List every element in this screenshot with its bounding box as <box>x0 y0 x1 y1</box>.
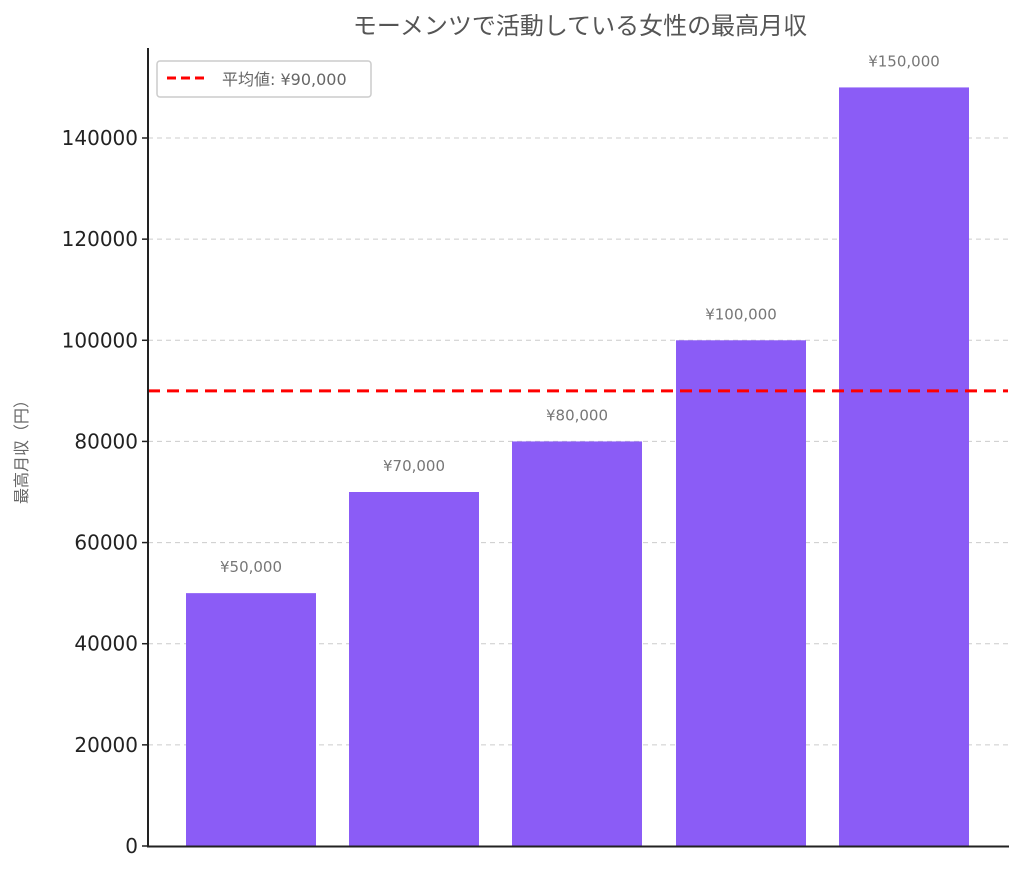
y-tick-label: 140000 <box>62 126 138 150</box>
y-tick-label: 20000 <box>74 733 138 757</box>
legend-box <box>156 60 372 98</box>
y-tick-label: 80000 <box>74 429 138 453</box>
legend: 平均値: ¥90,000 <box>156 60 372 98</box>
y-tick-label: 100000 <box>62 328 138 352</box>
bar-value-label: ¥150,000 <box>868 52 940 70</box>
y-tick-label: 120000 <box>62 227 138 251</box>
bar <box>186 593 316 846</box>
bar-value-label: ¥50,000 <box>220 558 282 576</box>
y-tick-label: 0 <box>125 834 138 858</box>
legend-label: 平均値: ¥90,000 <box>222 70 347 89</box>
bars <box>186 87 969 846</box>
y-axis-label: 最高月収（円） <box>12 392 31 504</box>
y-axis-ticks: 0 20000 40000 60000 80000 100000 120000 140000 <box>62 126 148 858</box>
bar-value-label: ¥100,000 <box>705 305 777 323</box>
bar-value-labels: ¥50,000 ¥70,000 ¥80,000 ¥100,000 ¥150,000 <box>220 52 940 576</box>
bar <box>349 492 479 846</box>
y-tick-label: 40000 <box>74 632 138 656</box>
bar <box>512 441 642 846</box>
bar-value-label: ¥80,000 <box>546 406 608 424</box>
bar-value-label: ¥70,000 <box>383 457 445 475</box>
y-tick-label: 60000 <box>74 531 138 555</box>
chart-title: モーメンツで活動している女性の最高月収 <box>353 12 807 40</box>
bar <box>676 340 806 846</box>
bar <box>839 87 969 846</box>
